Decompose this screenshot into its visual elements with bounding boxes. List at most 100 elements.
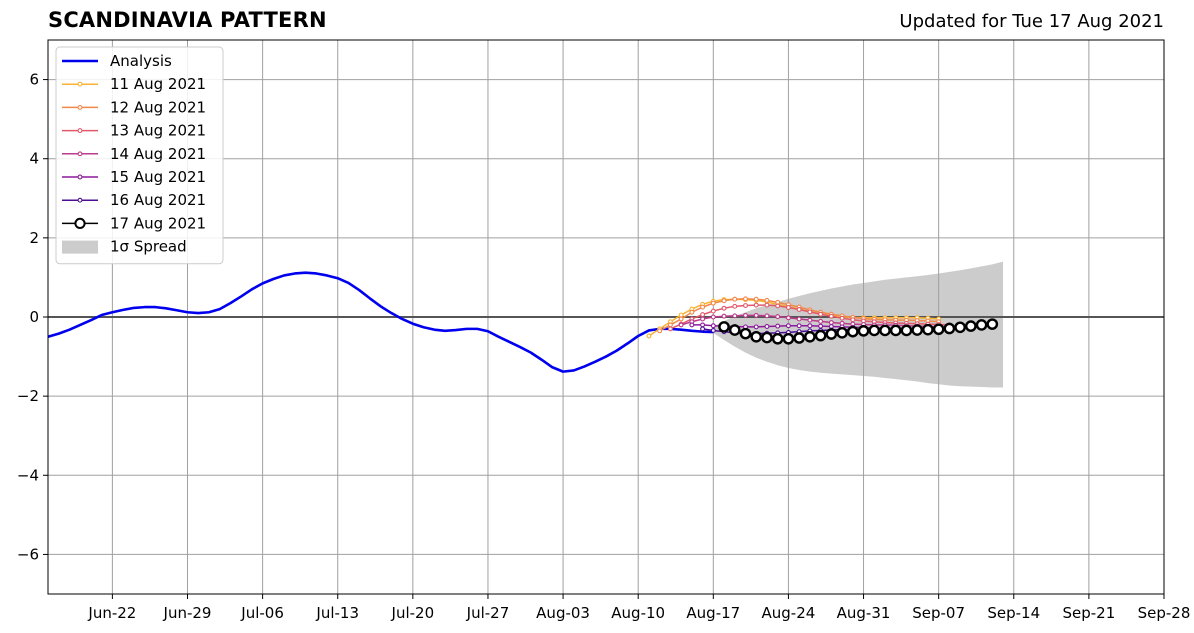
- series-point: [785, 315, 791, 321]
- series-point: [764, 313, 770, 319]
- legend-label: 16 Aug 2021: [110, 191, 206, 209]
- series-point: [986, 318, 999, 330]
- series-point: [775, 314, 781, 320]
- legend-marker: [77, 197, 83, 203]
- series-point: [954, 321, 966, 334]
- x-tick-label: Jul-13: [315, 604, 359, 622]
- series-point: [775, 323, 781, 329]
- x-tick-label: Jul-20: [391, 604, 435, 622]
- series-point: [839, 315, 845, 321]
- series-point: [868, 324, 881, 337]
- series-point: [743, 312, 748, 318]
- series-point: [796, 316, 802, 322]
- legend-marker: [77, 128, 83, 134]
- series-point: [793, 332, 805, 344]
- legend-marker: [77, 104, 83, 110]
- y-tick-label: 4: [29, 150, 39, 168]
- series-point: [796, 323, 802, 329]
- legend: Analysis 11 Aug 2021 12 Aug 2021 13 Aug 202…: [55, 46, 224, 265]
- series-point: [975, 319, 988, 331]
- series-point: [761, 331, 773, 344]
- series-point: [825, 328, 838, 340]
- series-point: [678, 316, 684, 322]
- series-point: [753, 302, 759, 308]
- series-point: [721, 313, 727, 319]
- series-point: [732, 303, 738, 309]
- y-tick-label: 2: [29, 229, 39, 247]
- series-point: [847, 325, 859, 338]
- series-point: [710, 300, 716, 306]
- series-point: [678, 322, 684, 328]
- series-point: [710, 328, 716, 333]
- series-layer: [47, 271, 999, 373]
- legend-marker: [74, 217, 86, 229]
- series-point: [710, 323, 716, 329]
- legend-item-1-spread: 1σ Spread: [62, 238, 187, 256]
- legend-label: 13 Aug 2021: [110, 122, 206, 140]
- series-point: [785, 305, 791, 310]
- series-point: [750, 330, 763, 343]
- series-point: [771, 332, 784, 345]
- x-tick-label: Sep-28: [1138, 604, 1191, 622]
- legend-marker: [77, 151, 83, 157]
- x-tick-label: Aug-17: [686, 604, 740, 622]
- series-point: [828, 313, 834, 319]
- series-12-aug-2021: [657, 296, 942, 334]
- y-tick-label: −2: [17, 387, 39, 405]
- series-point: [753, 296, 759, 302]
- series-point: [678, 312, 684, 318]
- legend-label: 15 Aug 2021: [110, 168, 206, 186]
- legend-label: 12 Aug 2021: [110, 98, 206, 116]
- series-point: [753, 324, 759, 330]
- series-point: [900, 324, 913, 337]
- x-tick-label: Jul-06: [240, 604, 284, 622]
- axis-layer: Jun-22 Jun-29 Jul-06 Jul-13 Jul-20 Jul-27 Aug-…: [17, 71, 1191, 622]
- series-point: [764, 324, 770, 329]
- series-point: [911, 324, 923, 336]
- series-point: [700, 304, 706, 310]
- series-point: [932, 323, 945, 336]
- series-point: [710, 314, 716, 320]
- y-tick-label: 6: [29, 71, 39, 89]
- y-tick-label: 0: [29, 308, 39, 326]
- series-point: [732, 313, 738, 319]
- series-point: [700, 322, 706, 328]
- series-point: [764, 297, 770, 303]
- series-point: [807, 323, 813, 329]
- series-point: [818, 311, 824, 317]
- series-point: [922, 323, 934, 336]
- series-analysis: [47, 271, 714, 373]
- series-point: [782, 332, 795, 345]
- legend-box: [55, 46, 224, 265]
- series-point: [721, 298, 727, 304]
- legend-swatch: [62, 240, 98, 254]
- series-point: [818, 318, 824, 324]
- legend-item-14-aug-2021: 14 Aug 2021: [62, 145, 206, 163]
- series-point: [739, 327, 752, 340]
- updated-date-label: Updated for Tue 17 Aug 2021: [899, 11, 1164, 32]
- x-tick-label: Aug-31: [837, 604, 891, 622]
- series-point: [807, 309, 813, 315]
- series-point: [836, 327, 848, 339]
- x-tick-label: Aug-24: [762, 604, 816, 622]
- series-point: [818, 323, 824, 329]
- series-point: [728, 324, 741, 336]
- series-point: [850, 317, 856, 323]
- series-point: [700, 316, 706, 322]
- legend-label: 1σ Spread: [110, 238, 187, 256]
- legend-item-analysis: Analysis: [62, 52, 172, 70]
- series-point: [743, 303, 748, 308]
- legend-label: 14 Aug 2021: [110, 145, 206, 163]
- legend-marker: [77, 81, 83, 87]
- legend-item-13-aug-2021: 13 Aug 2021: [62, 122, 206, 140]
- series-point: [743, 296, 748, 302]
- legend-item-16-aug-2021: 16 Aug 2021: [62, 191, 206, 209]
- series-17-aug-2021: [718, 318, 999, 345]
- series-point: [775, 303, 781, 309]
- x-tick-label: Sep-07: [912, 604, 965, 622]
- legend-label: 17 Aug 2021: [110, 214, 206, 232]
- series-point: [889, 324, 902, 337]
- legend-item-17-aug-2021: 17 Aug 2021: [62, 214, 206, 232]
- series-point: [857, 325, 870, 337]
